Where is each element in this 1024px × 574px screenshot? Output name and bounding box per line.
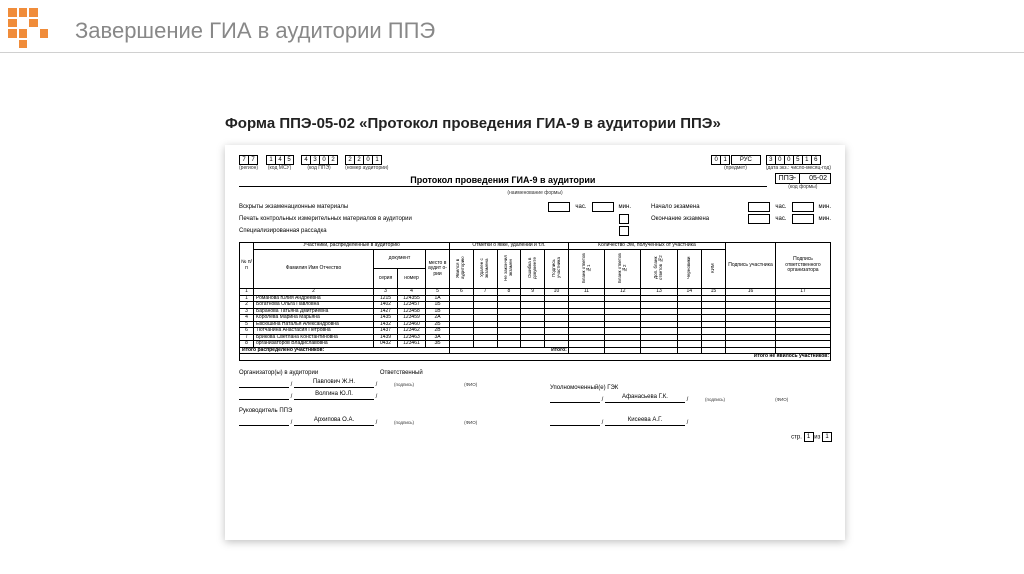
th-series: серия <box>374 269 398 289</box>
label: Начало экзамена <box>651 204 700 210</box>
resp-label: Ответственный <box>380 370 423 376</box>
th-e4: Черновики <box>687 250 692 286</box>
under: (ФИО) <box>431 420 511 425</box>
label: Вскрыты экзаменационные материалы <box>239 204 348 210</box>
cell: 2 <box>328 155 338 165</box>
th-sign2: Подпись ответственного организатора <box>776 243 831 289</box>
page-indicator: стр. 1 из 1 <box>550 432 831 442</box>
th-m1: Явился в аудиторию <box>456 250 466 286</box>
region-group: 77 (регион) <box>239 155 258 171</box>
cell: 5 <box>284 155 294 165</box>
th-num: № п/п <box>240 243 254 289</box>
field-seating: Специализированная рассадка <box>239 226 631 236</box>
th-e2: Бланк ответов №2 <box>618 250 628 286</box>
subj-group: 01 РУС (предмет) <box>711 155 760 171</box>
doc-subtitle: (наименование формы) <box>239 190 831 196</box>
field-materials: Вскрыты экзаменационные материалы час. м… <box>239 202 631 212</box>
th-e3: Доп. бланк ответов №2 <box>654 250 664 286</box>
header-row: 77 (регион) 145 (код МСУ) 4302 (код ППЭ)… <box>239 155 831 171</box>
field-start: Начало экзамена час. мин. <box>651 202 831 212</box>
th-e1: Бланк ответов №1 <box>582 250 592 286</box>
org-label: Организатор(ы) в аудитории <box>239 370 318 376</box>
msy-group: 145 (код МСУ) <box>266 155 293 171</box>
label: час. <box>775 204 786 210</box>
date-group: 300516 (дата экз.: число-месяц-год) <box>766 155 831 171</box>
label: (регион) <box>239 165 258 171</box>
th-m3: Не закончил экзамен <box>504 250 514 286</box>
th-e5: КИМ <box>711 250 716 286</box>
form-code: 05-02 <box>806 175 830 182</box>
under: (подпись) <box>379 420 429 425</box>
label: мин. <box>619 204 631 210</box>
head-label: Руководитель ППЭ <box>239 408 292 414</box>
cell: 6 <box>811 155 821 165</box>
page-tot: 1 <box>822 432 832 442</box>
th-number: номер <box>398 269 426 289</box>
ppe-group: 4302 (код ППЭ) <box>301 155 337 171</box>
participants-table: № п/п Участники, распределённые в аудито… <box>239 242 831 361</box>
page-title: Завершение ГИА в аудитории ППЭ <box>75 18 435 44</box>
logo-icon <box>8 8 48 48</box>
under: (ФИО) <box>742 397 822 402</box>
th-m5: Подпись участника <box>552 250 562 286</box>
form-code-box: ППЭ- 05-02 <box>775 173 831 184</box>
label: мин. <box>819 216 831 222</box>
label: (код МСУ) <box>266 165 293 171</box>
org2-name: Волгина Ю.Л. <box>294 391 374 400</box>
form-title: Форма ППЭ-05-02 «Протокол проведения ГИА… <box>225 115 721 132</box>
th-place: место в аудит о-рии <box>426 249 450 289</box>
th-doc: документ <box>374 249 426 269</box>
doc-title: Протокол проведения ГИА-9 в аудитории <box>239 175 767 187</box>
head1-name: Архипова О.А. <box>294 417 374 426</box>
th-fio: Фамилия Имя Отчество <box>254 249 374 289</box>
title-separator <box>0 52 1024 53</box>
total-label-2: Итого не явилось участников: <box>240 354 831 361</box>
th-sign1: Подпись участника <box>726 243 776 289</box>
page-cur: 1 <box>804 432 814 442</box>
under: (подпись) <box>379 382 429 387</box>
th-m2: Удален с экзамена <box>480 250 490 286</box>
cell: 1 <box>372 155 382 165</box>
label: (код ППЭ) <box>301 165 337 171</box>
head2-name: Кисеева А.Г. <box>605 417 685 426</box>
field-print: Печать контрольных измерительных материа… <box>239 214 631 224</box>
signatures-section: Организатор(ы) в аудитории Ответственный… <box>239 367 831 442</box>
label: мин. <box>819 204 831 210</box>
th-m4: Ошибка в документе <box>528 250 538 286</box>
label: (дата экз.: число-месяц-год) <box>766 165 831 171</box>
cell: 7 <box>248 155 258 165</box>
label: (номер аудитории) <box>345 165 388 171</box>
under: (подпись) <box>690 397 740 402</box>
cell: 1 <box>720 155 730 165</box>
label: (предмет) <box>711 165 760 171</box>
totals-row-2: Итого не явилось участников: <box>240 354 831 361</box>
label: час. <box>775 216 786 222</box>
aud-group: 2201 (номер аудитории) <box>345 155 388 171</box>
label: Окончание экзамена <box>651 216 709 222</box>
gek-label: Уполномоченный(е) ГЭК <box>550 385 618 391</box>
page-of: из <box>814 434 820 440</box>
org1-name: Павлович Ж.Н. <box>294 379 374 388</box>
label: (код формы) <box>775 184 831 190</box>
form-document: 77 (регион) 145 (код МСУ) 4302 (код ППЭ)… <box>225 145 845 540</box>
label: Специализированная рассадка <box>239 228 327 234</box>
label: час. <box>575 204 586 210</box>
page-lbl: стр. <box>791 434 802 440</box>
form-code-prefix: ППЭ- <box>776 175 799 182</box>
field-end: Окончание экзамена час. мин. <box>651 214 831 224</box>
under: (ФИО) <box>431 382 511 387</box>
label: Печать контрольных измерительных материа… <box>239 216 412 222</box>
gek1-name: Афанасьева Г.К. <box>605 394 685 403</box>
subj-name: РУС <box>731 155 761 165</box>
